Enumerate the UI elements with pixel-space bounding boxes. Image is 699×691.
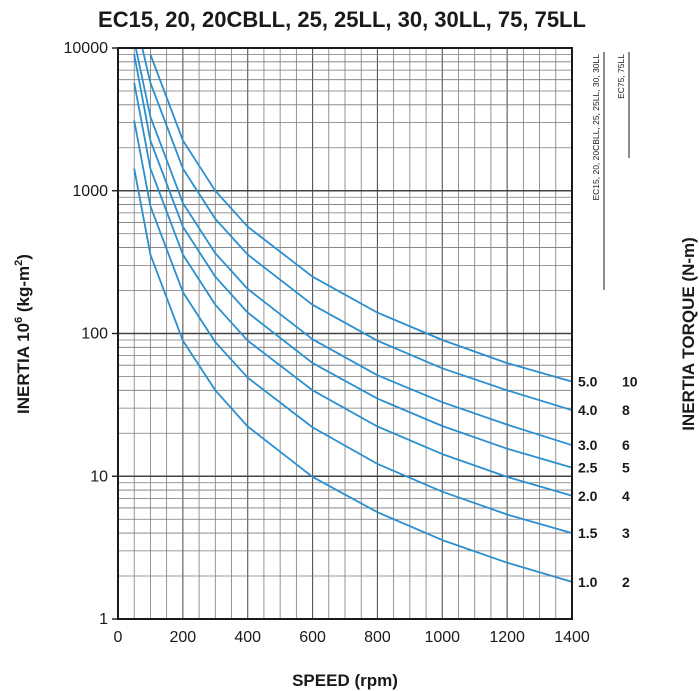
x-tick-label: 1400 bbox=[554, 629, 590, 646]
curve-6 bbox=[134, 47, 573, 447]
y-tick-labels: 1 10 100 1000 10000 bbox=[64, 40, 118, 628]
x-tick-label: 800 bbox=[364, 629, 391, 646]
curve-label-2.0: 2.0 bbox=[578, 488, 598, 504]
y-tick-label: 1000 bbox=[72, 183, 108, 200]
curve-label-2.5: 2.5 bbox=[578, 460, 598, 476]
curve-10 bbox=[149, 54, 573, 383]
y-axis-title-main: INERTIA 10 bbox=[14, 323, 33, 414]
curve-label-10: 10 bbox=[622, 374, 638, 390]
model-group-brackets: EC15, 20, 20CBLL, 25, 25LL, 30, 30LL EC75… bbox=[591, 52, 630, 290]
y-tick-label: 10000 bbox=[64, 40, 109, 57]
curve-2 bbox=[133, 168, 573, 583]
grid bbox=[118, 48, 572, 619]
curve-labels: 5.0 10 4.0 8 3.0 6 2.5 5 2.0 4 1.5 3 1.0 2 bbox=[578, 374, 638, 590]
curve-5 bbox=[133, 54, 573, 469]
curve-label-6: 6 bbox=[622, 437, 630, 453]
secondary-y-axis-title: INERTIA TORQUE (N-m) bbox=[679, 237, 698, 431]
y-tick-label: 100 bbox=[81, 326, 108, 343]
y-axis-title-unit-exponent: 2 bbox=[13, 260, 25, 266]
chart-title: EC15, 20, 20CBLL, 25, 25LL, 30, 30LL, 75… bbox=[98, 7, 586, 32]
curve-3 bbox=[133, 120, 573, 534]
y-axis-title-unit: (kg-m bbox=[14, 266, 33, 317]
curve-label-3: 3 bbox=[622, 525, 630, 541]
curve-4 bbox=[133, 82, 573, 497]
y-tick-label: 10 bbox=[90, 468, 108, 485]
x-tick-label: 400 bbox=[234, 629, 261, 646]
x-tick-label: 200 bbox=[170, 629, 197, 646]
model-group-label-ec75: EC75, 75LL bbox=[616, 54, 626, 99]
x-axis-title: SPEED (rpm) bbox=[292, 671, 398, 690]
curves bbox=[133, 47, 573, 583]
curve-label-4: 4 bbox=[622, 488, 630, 504]
curve-label-3.0: 3.0 bbox=[578, 437, 598, 453]
curve-8 bbox=[141, 47, 573, 412]
x-tick-label: 600 bbox=[299, 629, 326, 646]
curve-label-1.0: 1.0 bbox=[578, 574, 598, 590]
y-axis-title-exponent: 6 bbox=[13, 317, 25, 323]
x-tick-label: 0 bbox=[114, 629, 123, 646]
curve-label-4.0: 4.0 bbox=[578, 402, 598, 418]
x-tick-labels: 0 200 400 600 800 1000 1200 1400 bbox=[114, 629, 590, 646]
model-group-label-ec15: EC15, 20, 20CBLL, 25, 25LL, 30, 30LL bbox=[591, 54, 601, 201]
y-tick-label: 1 bbox=[99, 611, 108, 628]
curve-label-8: 8 bbox=[622, 402, 630, 418]
curve-label-2: 2 bbox=[622, 574, 630, 590]
y-axis-title: INERTIA 106 (kg-m2) bbox=[13, 254, 33, 414]
x-tick-label: 1000 bbox=[424, 629, 460, 646]
curve-label-5.0: 5.0 bbox=[578, 374, 598, 390]
y-axis-title-close: ) bbox=[14, 254, 33, 260]
curve-label-1.5: 1.5 bbox=[578, 525, 598, 541]
x-tick-label: 1200 bbox=[489, 629, 525, 646]
curve-label-5: 5 bbox=[622, 460, 630, 476]
